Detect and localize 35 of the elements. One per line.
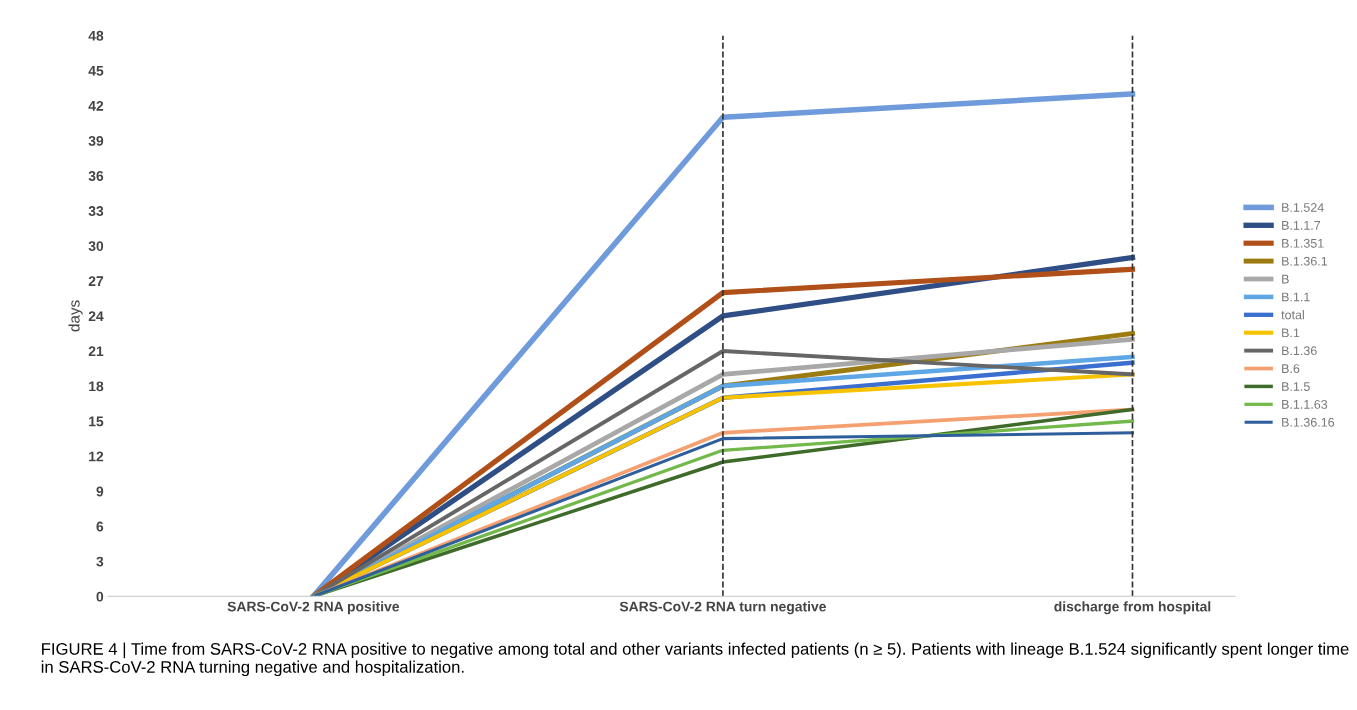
y-tick-label: 6 bbox=[96, 521, 104, 532]
y-tick-label: 30 bbox=[88, 241, 104, 252]
legend-label: B.6 bbox=[1282, 364, 1300, 374]
y-tick-label: 21 bbox=[88, 346, 104, 357]
legend-label: B.1.5 bbox=[1282, 382, 1310, 391]
y-tick-label: 33 bbox=[88, 206, 104, 216]
legend-label: B bbox=[1282, 274, 1289, 284]
y-tick-label: 39 bbox=[88, 136, 104, 146]
x-tick-label: discharge from hospital bbox=[1054, 601, 1211, 615]
legend-label: B.1.351 bbox=[1282, 238, 1324, 248]
legend-label: B.1.1 bbox=[1282, 292, 1310, 302]
y-tick-label: 18 bbox=[89, 381, 104, 392]
y-tick-label: 15 bbox=[89, 416, 104, 427]
x-tick-label: SARS-CoV-2 RNA turn negative bbox=[619, 601, 826, 615]
y-tick-label: 48 bbox=[88, 30, 104, 41]
x-tick-label: SARS-CoV-2 RNA positive bbox=[227, 601, 400, 615]
legend-label: B.1.36.16 bbox=[1282, 417, 1335, 427]
legend-label: B.1.1.7 bbox=[1282, 221, 1321, 230]
y-tick-label: 0 bbox=[96, 591, 104, 602]
y-tick-label: 12 bbox=[89, 451, 104, 462]
y-tick-label: 27 bbox=[88, 276, 104, 286]
y-tick-label: 3 bbox=[96, 556, 104, 567]
legend-label: B.1.1.63 bbox=[1282, 399, 1328, 409]
legend-label: B.1.36.1 bbox=[1282, 256, 1328, 266]
y-tick-label: 9 bbox=[96, 486, 104, 497]
legend-label: B.1.524 bbox=[1282, 203, 1324, 212]
y-axis-title: days bbox=[68, 300, 83, 332]
y-tick-label: 45 bbox=[88, 66, 104, 76]
legend-label: B.1.36 bbox=[1282, 346, 1317, 356]
y-tick-label: 42 bbox=[88, 100, 104, 111]
y-tick-label: 24 bbox=[88, 311, 104, 321]
legend-label: B.1 bbox=[1282, 328, 1300, 338]
legend-label: total bbox=[1281, 310, 1304, 320]
y-tick-label: 36 bbox=[88, 171, 104, 181]
caption: FIGURE 4 | Time from SARS-CoV-2 RNA positive to negative among total and other variants infected patients (n ≥ 5). Patients with lineage B.1.524 significantly spent longer time in SARS-CoV-2 RNA turning negative and hospitalization. bbox=[41, 642, 1349, 677]
